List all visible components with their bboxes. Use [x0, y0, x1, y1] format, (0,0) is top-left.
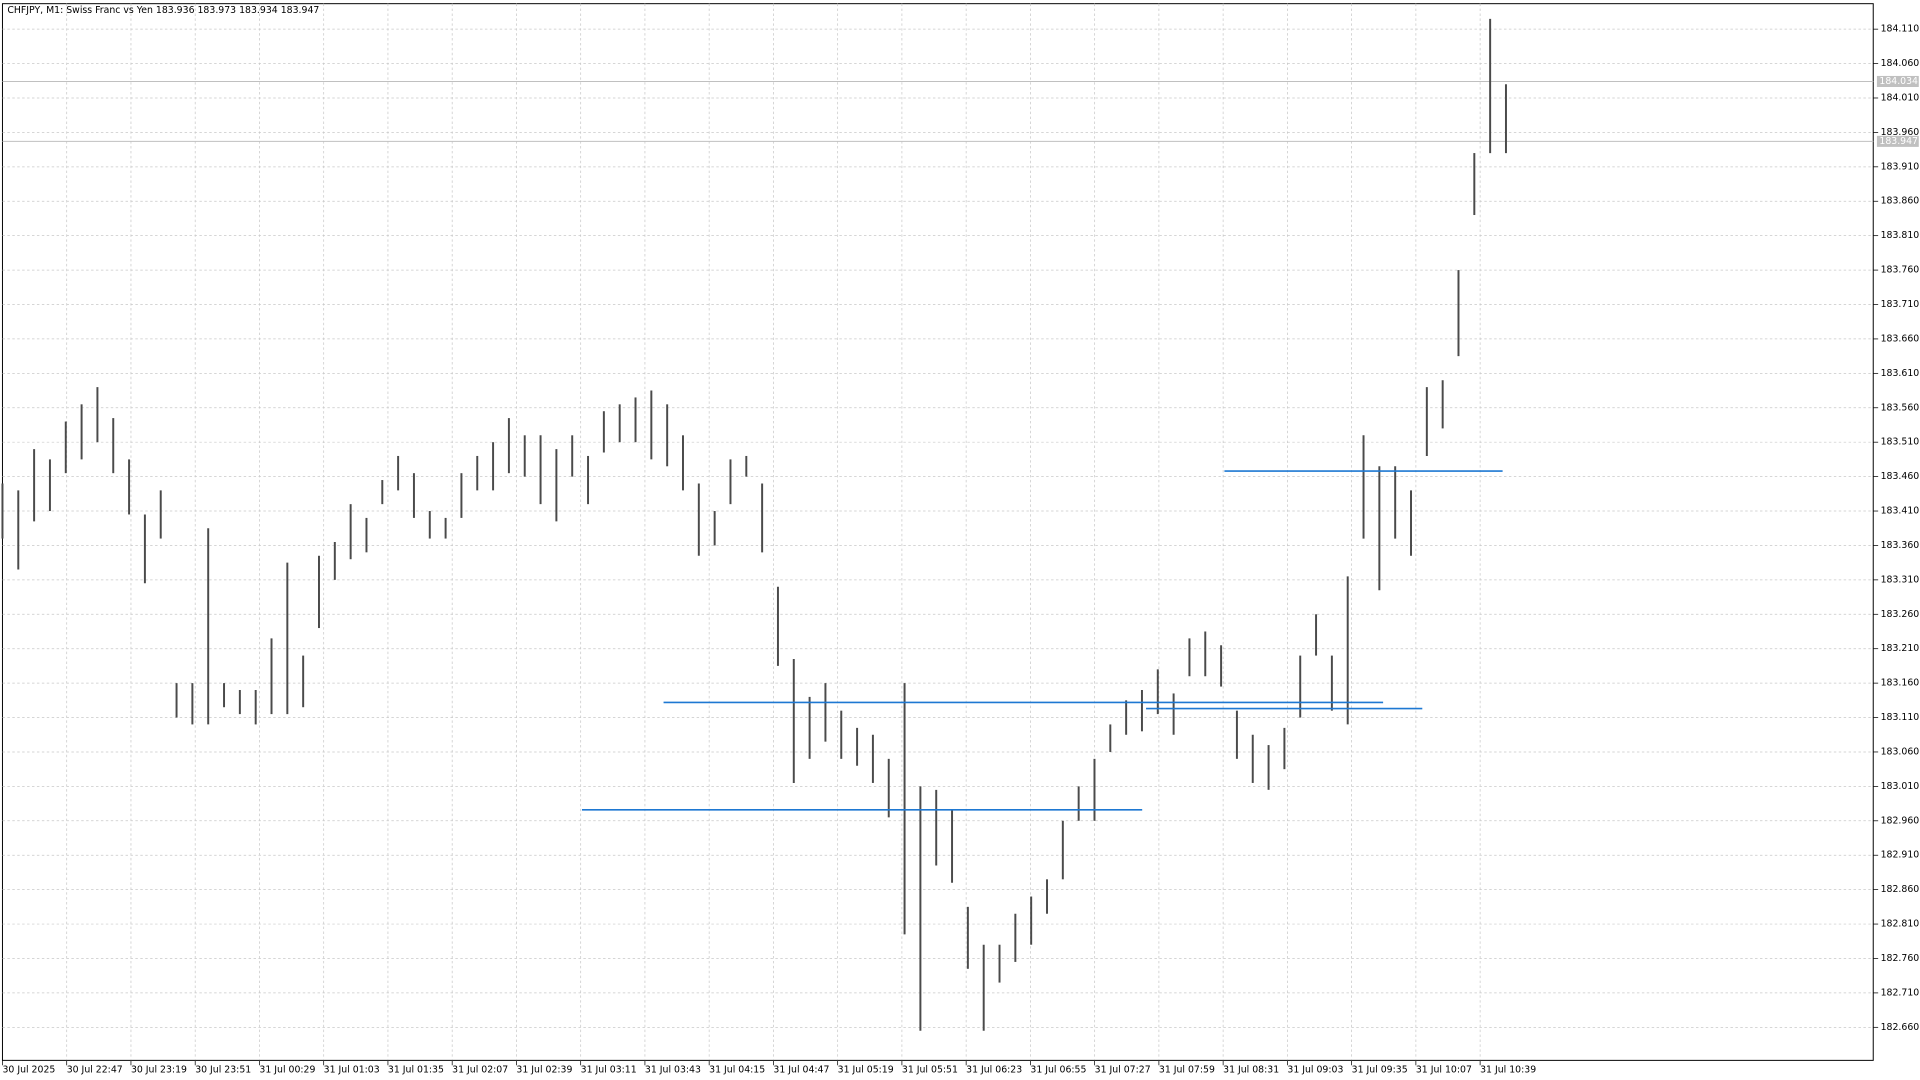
- marks: [1, 18, 1874, 1031]
- price-label-box: [1876, 135, 1919, 147]
- y-tick-label: 183.260: [1881, 609, 1920, 620]
- y-tick-label: 183.760: [1881, 265, 1920, 276]
- x-tick-label: 31 Jul 01:03: [324, 1065, 380, 1076]
- y-tick-label: 183.460: [1881, 471, 1920, 482]
- y-tick-label: 183.510: [1881, 437, 1920, 448]
- x-tick-label: 31 Jul 02:39: [516, 1065, 572, 1076]
- x-tick-label: 30 Jul 22:47: [67, 1065, 123, 1076]
- y-tick-label: 183.310: [1881, 574, 1920, 585]
- close: 183.947: [281, 4, 320, 15]
- plot-frame: [1, 3, 1874, 1061]
- y-tick-label: 183.610: [1881, 368, 1920, 379]
- x-tick-label: 31 Jul 10:39: [1480, 1065, 1536, 1076]
- x-tick-label: 31 Jul 02:07: [452, 1065, 508, 1076]
- y-tick-label: 182.660: [1881, 1022, 1920, 1033]
- y-tick-label: 182.760: [1881, 953, 1920, 964]
- y-tick-label: 183.010: [1881, 781, 1920, 792]
- high: 183.973: [197, 4, 236, 15]
- y-tick-label: 182.860: [1881, 884, 1920, 895]
- y-tick-label: 183.910: [1881, 161, 1920, 172]
- x-tick-label: 31 Jul 03:43: [645, 1065, 701, 1076]
- x-tick-label: 31 Jul 08:31: [1223, 1065, 1279, 1076]
- x-tick-label: 31 Jul 07:59: [1159, 1065, 1215, 1076]
- y-tick-label: 183.210: [1881, 643, 1920, 654]
- price-label: 183.947: [1879, 136, 1918, 147]
- x-tick-label: 31 Jul 07:27: [1095, 1065, 1151, 1076]
- y-tick-label: 183.710: [1881, 299, 1920, 310]
- y-tick-label: 183.110: [1881, 712, 1920, 723]
- y-tick-label: 183.360: [1881, 540, 1920, 551]
- y-tick-label: 183.810: [1881, 230, 1920, 241]
- x-tick-label: 30 Jul 23:51: [195, 1065, 251, 1076]
- x-tick-label: 31 Jul 06:55: [1030, 1065, 1086, 1076]
- open: 183.936: [156, 4, 195, 15]
- symbol-description: Swiss Franc vs Yen: [66, 4, 153, 15]
- y-tick-label: 183.860: [1881, 196, 1920, 207]
- y-tick-label: 184.060: [1881, 58, 1920, 69]
- low: 183.934: [239, 4, 278, 15]
- y-tick-label: 182.960: [1881, 815, 1920, 826]
- symbol-name: CHFJPY, M1:: [7, 4, 63, 15]
- x-tick-label: 31 Jul 05:19: [838, 1065, 894, 1076]
- x-tick-label: 31 Jul 00:29: [259, 1065, 315, 1076]
- y-tick-label: 183.660: [1881, 333, 1920, 344]
- y-tick-label: 184.110: [1881, 24, 1920, 35]
- x-tick-label: 31 Jul 06:23: [966, 1065, 1022, 1076]
- price-label-box: [1876, 75, 1919, 87]
- y-tick-label: 183.060: [1881, 746, 1920, 757]
- y-tick-label: 183.160: [1881, 678, 1920, 689]
- x-tick-label: 31 Jul 03:11: [581, 1065, 637, 1076]
- y-tick-label: 182.810: [1881, 919, 1920, 930]
- x-tick-label: 31 Jul 04:15: [709, 1065, 765, 1076]
- y-tick-label: 183.410: [1881, 506, 1920, 517]
- price-label: 184.034: [1879, 76, 1918, 87]
- x-tick-label: 30 Jul 2025: [2, 1065, 55, 1076]
- x-tick-label: 31 Jul 05:51: [902, 1065, 958, 1076]
- x-tick-label: 31 Jul 10:07: [1416, 1065, 1472, 1076]
- x-tick-label: 31 Jul 09:35: [1352, 1065, 1408, 1076]
- y-tick-label: 184.010: [1881, 92, 1920, 103]
- y-tick-label: 183.960: [1881, 127, 1920, 138]
- symbol: CHFJPY, M1: Swiss Franc vs Yen 183.936 1…: [7, 4, 319, 15]
- x-tick-label: 30 Jul 23:19: [131, 1065, 187, 1076]
- x-tick-label: 31 Jul 01:35: [388, 1065, 444, 1076]
- x-tick-label: 31 Jul 09:03: [1287, 1065, 1343, 1076]
- y-tick-label: 183.560: [1881, 402, 1920, 413]
- y-tick-label: 182.710: [1881, 987, 1920, 998]
- y-tick-label: 182.910: [1881, 850, 1920, 861]
- x-tick-label: 31 Jul 04:47: [773, 1065, 829, 1076]
- grid: [2, 3, 1874, 1061]
